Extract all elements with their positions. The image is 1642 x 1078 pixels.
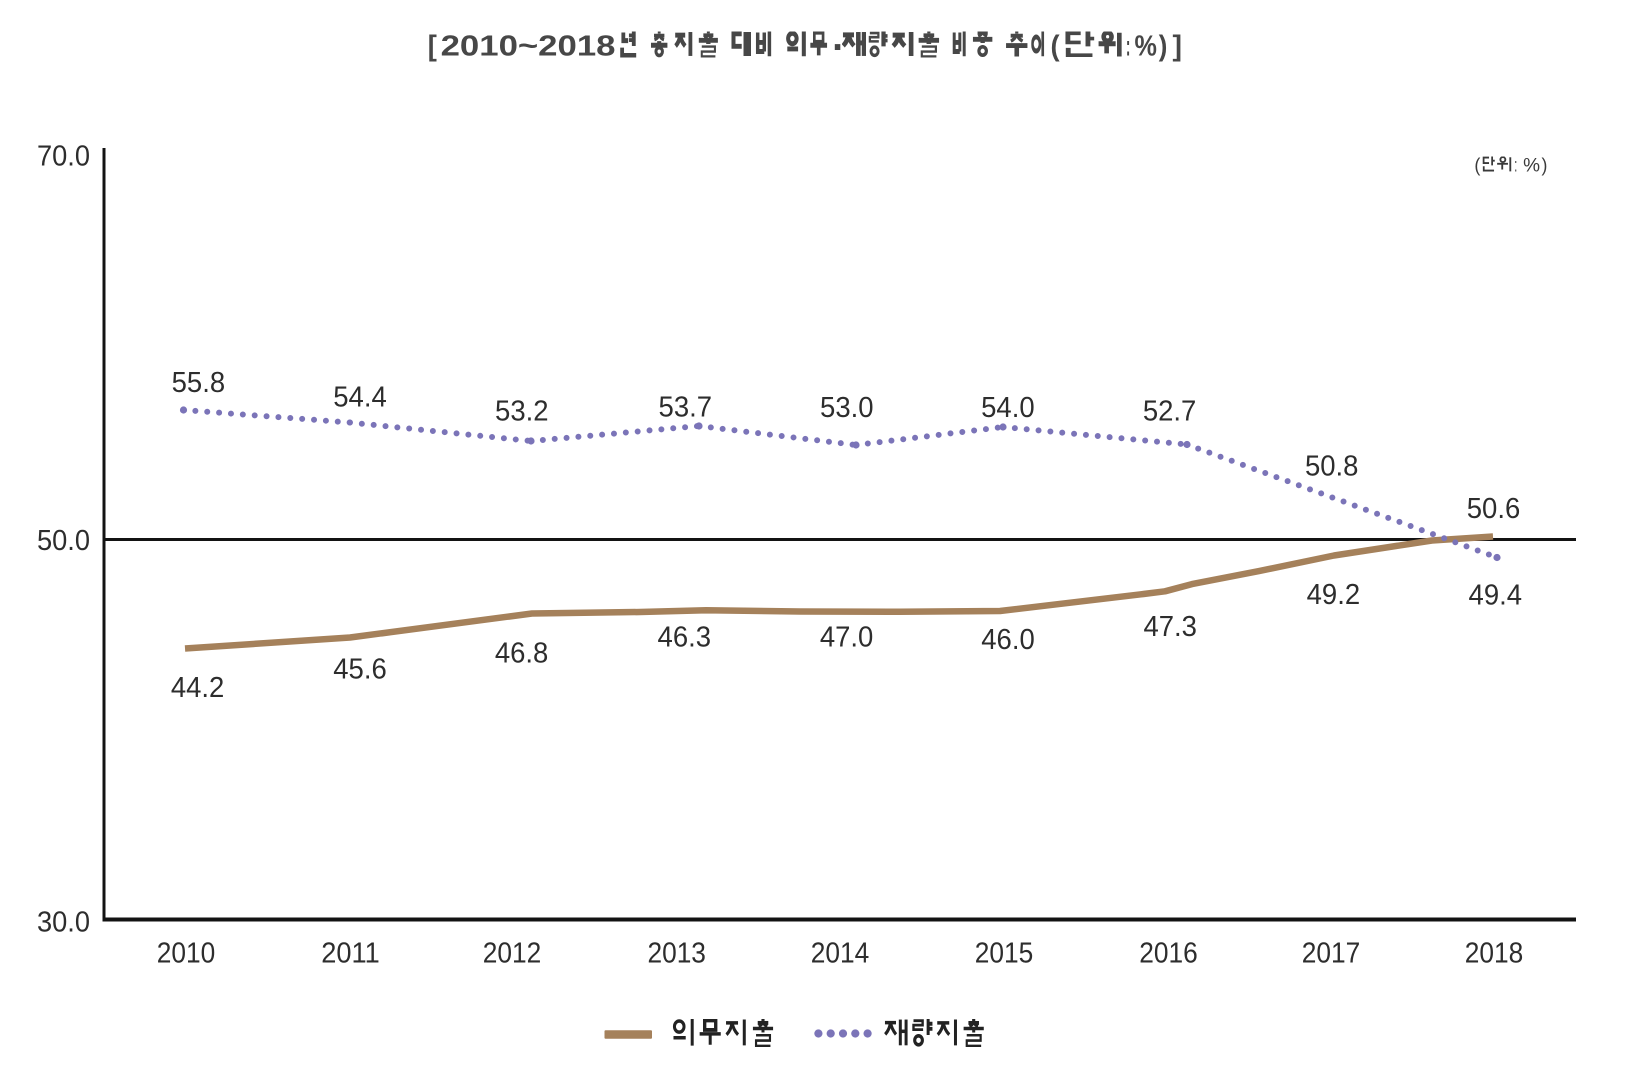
svg-text:2010~2018: 2010~2018 — [441, 30, 616, 62]
svg-text::: : — [1514, 156, 1517, 177]
svg-text:47.0: 47.0 — [820, 622, 874, 654]
svg-text:2018: 2018 — [1465, 938, 1524, 970]
svg-text::: : — [1126, 30, 1131, 62]
svg-text:2016: 2016 — [1139, 938, 1198, 970]
svg-text:2010: 2010 — [157, 938, 216, 970]
svg-text:46.8: 46.8 — [495, 638, 548, 670]
svg-text:]: ] — [1173, 30, 1183, 62]
svg-text:): ) — [1159, 30, 1168, 62]
svg-text:30.0: 30.0 — [37, 907, 90, 939]
svg-text:54.4: 54.4 — [333, 381, 387, 413]
svg-text:45.6: 45.6 — [333, 654, 387, 686]
svg-text:53.2: 53.2 — [495, 396, 549, 428]
svg-text:[: [ — [428, 30, 438, 62]
svg-text:55.8: 55.8 — [172, 367, 226, 399]
svg-text:70.0: 70.0 — [37, 141, 90, 173]
svg-text:(: ( — [1474, 156, 1481, 177]
svg-text:2014: 2014 — [811, 938, 870, 970]
svg-text:46.3: 46.3 — [658, 622, 712, 654]
svg-text:): ) — [1542, 156, 1548, 177]
svg-text:2017: 2017 — [1302, 938, 1361, 970]
svg-text:47.3: 47.3 — [1143, 611, 1197, 643]
svg-text:%: % — [1523, 156, 1540, 177]
svg-text:53.0: 53.0 — [820, 392, 874, 424]
svg-text:50.6: 50.6 — [1467, 493, 1521, 525]
svg-text:(: ( — [1051, 30, 1061, 62]
svg-text:2015: 2015 — [975, 938, 1034, 970]
svg-text:2012: 2012 — [483, 938, 542, 970]
svg-text:49.4: 49.4 — [1469, 579, 1523, 611]
svg-text:%: % — [1135, 30, 1157, 62]
svg-text:2011: 2011 — [321, 938, 380, 970]
svg-text:46.0: 46.0 — [981, 624, 1035, 656]
svg-text:50.0: 50.0 — [37, 525, 90, 557]
svg-text:44.2: 44.2 — [171, 672, 225, 704]
svg-text:52.7: 52.7 — [1143, 396, 1197, 428]
svg-text:49.2: 49.2 — [1307, 579, 1361, 611]
svg-text:50.8: 50.8 — [1305, 451, 1359, 483]
svg-text:54.0: 54.0 — [981, 392, 1035, 424]
svg-text:53.7: 53.7 — [659, 391, 713, 423]
svg-text:2013: 2013 — [647, 938, 706, 970]
